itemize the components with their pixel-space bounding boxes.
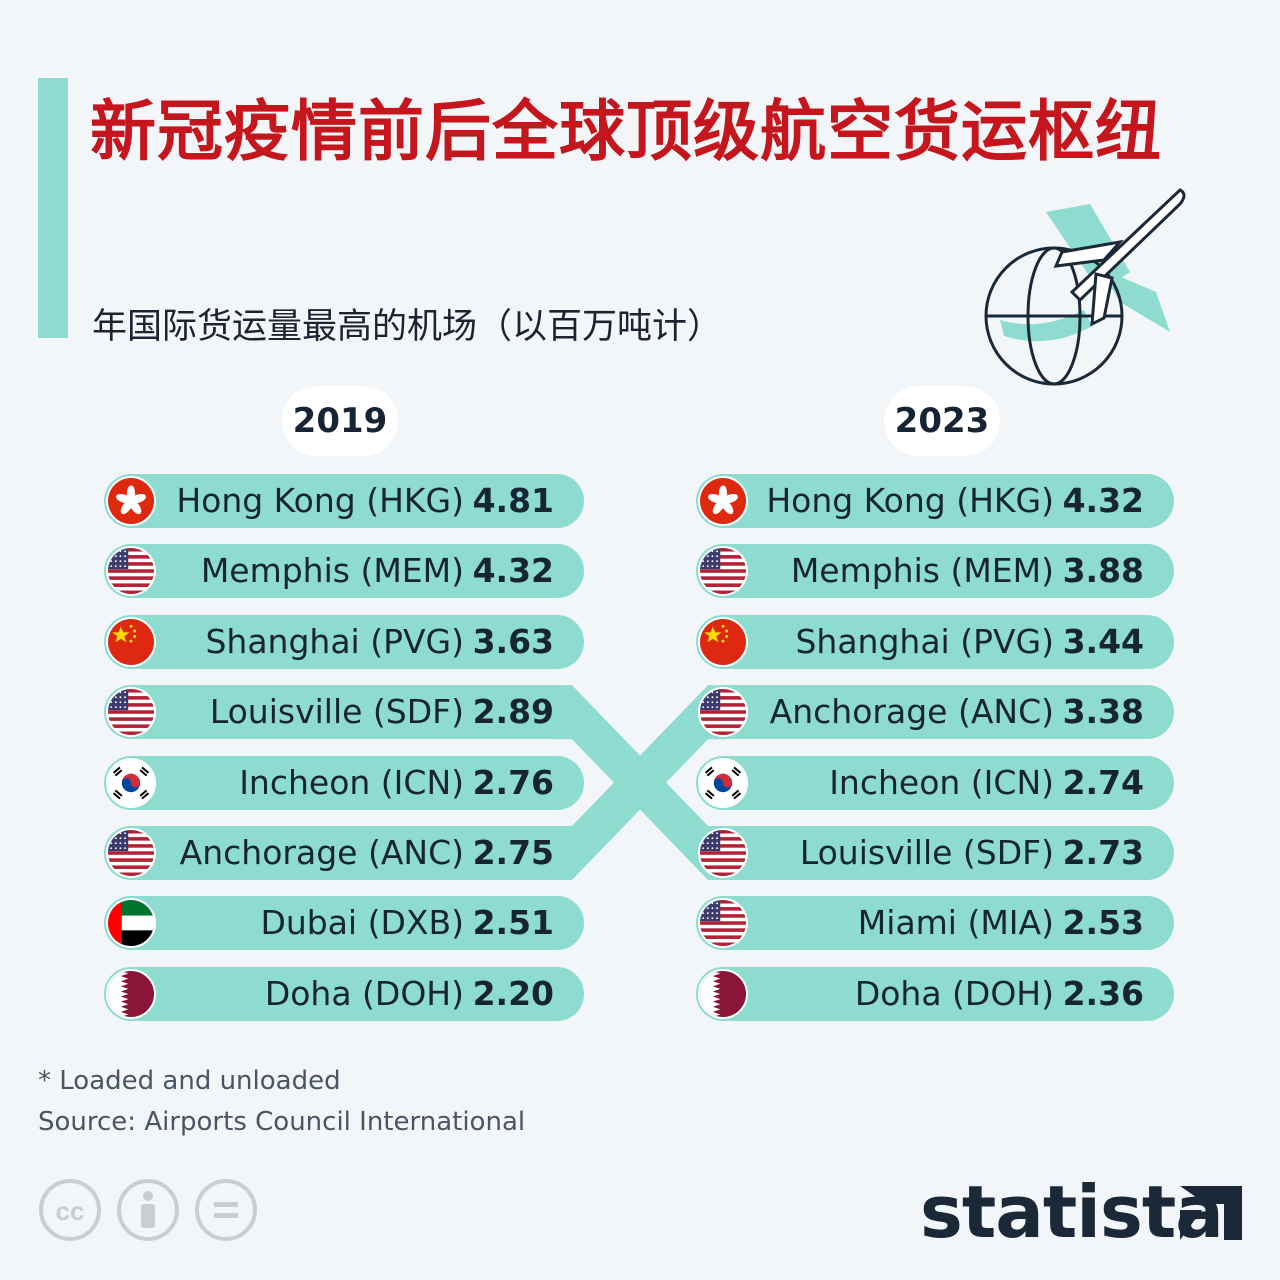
flag-usa-icon — [698, 687, 748, 738]
cc-icon[interactable]: cc — [38, 1178, 102, 1242]
cargo-value: 2.89 — [472, 692, 554, 732]
flag-hong-kong-icon — [698, 476, 748, 526]
flag-south-korea-icon — [698, 757, 748, 808]
flag-usa-icon — [106, 687, 156, 738]
rank-row-2023-anchorage-anc: Anchorage (ANC) 3.38 — [696, 685, 1174, 740]
rank-row-2019-louisville-sdf: Louisville (SDF) 2.89 — [104, 685, 584, 740]
rank-row-2019-anchorage-anc: Anchorage (ANC) 2.75 — [104, 826, 584, 880]
cargo-value: 3.38 — [1062, 692, 1144, 732]
attribution-icon[interactable] — [116, 1178, 180, 1242]
cargo-value: 2.73 — [1062, 833, 1144, 872]
cargo-value: 2.36 — [1062, 973, 1144, 1013]
rank-row-2019-hong-kong-hkg: Hong Kong (HKG) 4.81 — [104, 474, 584, 528]
flag-south-korea-icon — [106, 757, 156, 808]
statista-logo[interactable]: statista — [920, 1170, 1224, 1254]
rank-row-2019-incheon-icn: Incheon (ICN) 2.76 — [104, 755, 584, 810]
rank-row-2019-memphis-mem: Memphis (MEM) 4.32 — [104, 544, 584, 599]
flag-usa-icon — [698, 546, 748, 597]
flag-china-icon — [698, 616, 748, 667]
airport-name: Miami (MIA) — [857, 903, 1054, 943]
cargo-value: 2.74 — [1062, 762, 1144, 802]
flag-qatar-icon — [698, 968, 748, 1019]
rank-row-2019-doha-doh: Doha (DOH) 2.20 — [104, 966, 584, 1021]
flag-uae-icon — [106, 898, 156, 949]
rank-row-2023-shanghai-pvg: Shanghai (PVG) 3.44 — [696, 614, 1174, 669]
flag-usa-icon — [698, 898, 748, 949]
rank-row-2019-dubai-dxb: Dubai (DXB) 2.51 — [104, 896, 584, 951]
airport-name: Shanghai (PVG) — [795, 621, 1054, 661]
airport-name: Memphis (MEM) — [200, 551, 464, 591]
cargo-value: 4.32 — [472, 551, 554, 591]
cargo-value: 3.63 — [472, 621, 554, 661]
airport-name: Doha (DOH) — [264, 973, 464, 1013]
license-icons: cc — [38, 1178, 258, 1242]
flag-usa-icon — [698, 828, 748, 878]
airport-name: Incheon (ICN) — [239, 762, 464, 802]
rank-change-anchorage-anc — [554, 685, 726, 880]
year-label-2019: 2019 — [282, 386, 398, 456]
flag-usa-icon — [106, 546, 156, 597]
cargo-value: 2.53 — [1062, 903, 1144, 943]
airport-name: Memphis (MEM) — [790, 551, 1054, 591]
airport-name: Hong Kong (HKG) — [766, 481, 1054, 520]
rank-row-2023-incheon-icn: Incheon (ICN) 2.74 — [696, 755, 1174, 810]
cargo-value: 4.81 — [472, 481, 554, 520]
flag-hong-kong-icon — [106, 476, 156, 526]
rank-row-2019-shanghai-pvg: Shanghai (PVG) 3.63 — [104, 614, 584, 669]
airport-name: Doha (DOH) — [854, 973, 1054, 1013]
airport-name: Hong Kong (HKG) — [176, 481, 464, 520]
flag-china-icon — [106, 616, 156, 667]
no-derivatives-icon[interactable] — [194, 1178, 258, 1242]
cargo-value: 2.20 — [472, 973, 554, 1013]
airport-name: Anchorage (ANC) — [769, 692, 1054, 732]
cargo-value: 2.75 — [472, 833, 554, 872]
page-title: 新冠疫情前后全球顶级航空货运枢纽 — [90, 93, 1162, 170]
year-label-2023: 2023 — [884, 386, 1000, 456]
statista-mark-icon — [1180, 1186, 1242, 1240]
cargo-value: 3.88 — [1062, 551, 1144, 591]
rank-row-2023-memphis-mem: Memphis (MEM) 3.88 — [696, 544, 1174, 599]
flag-qatar-icon — [106, 968, 156, 1019]
rank-row-2023-miami-mia: Miami (MIA) 2.53 — [696, 896, 1174, 951]
rank-row-2023-louisville-sdf: Louisville (SDF) 2.73 — [696, 826, 1174, 880]
cargo-value: 2.76 — [472, 762, 554, 802]
rank-row-2023-hong-kong-hkg: Hong Kong (HKG) 4.32 — [696, 474, 1174, 528]
airport-name: Louisville (SDF) — [799, 833, 1054, 872]
svg-text:cc: cc — [56, 1196, 85, 1226]
page-subtitle: 年国际货运量最高的机场（以百万吨计） — [92, 307, 723, 347]
source-note: Source: Airports Council International — [38, 1107, 526, 1137]
rank-row-2023-doha-doh: Doha (DOH) 2.36 — [696, 966, 1174, 1021]
airport-name: Dubai (DXB) — [260, 903, 464, 943]
cargo-value: 3.44 — [1062, 621, 1144, 661]
airport-name: Anchorage (ANC) — [179, 833, 464, 872]
cargo-value: 4.32 — [1062, 481, 1144, 520]
airport-name: Incheon (ICN) — [829, 762, 1054, 802]
airport-name: Shanghai (PVG) — [205, 621, 464, 661]
flag-usa-icon — [106, 828, 156, 878]
footnote: * Loaded and unloaded — [38, 1066, 341, 1096]
globe-with-airplane-icon — [984, 188, 1186, 386]
airport-name: Louisville (SDF) — [209, 692, 464, 732]
cargo-value: 2.51 — [472, 903, 554, 943]
accent-bar — [38, 78, 68, 338]
